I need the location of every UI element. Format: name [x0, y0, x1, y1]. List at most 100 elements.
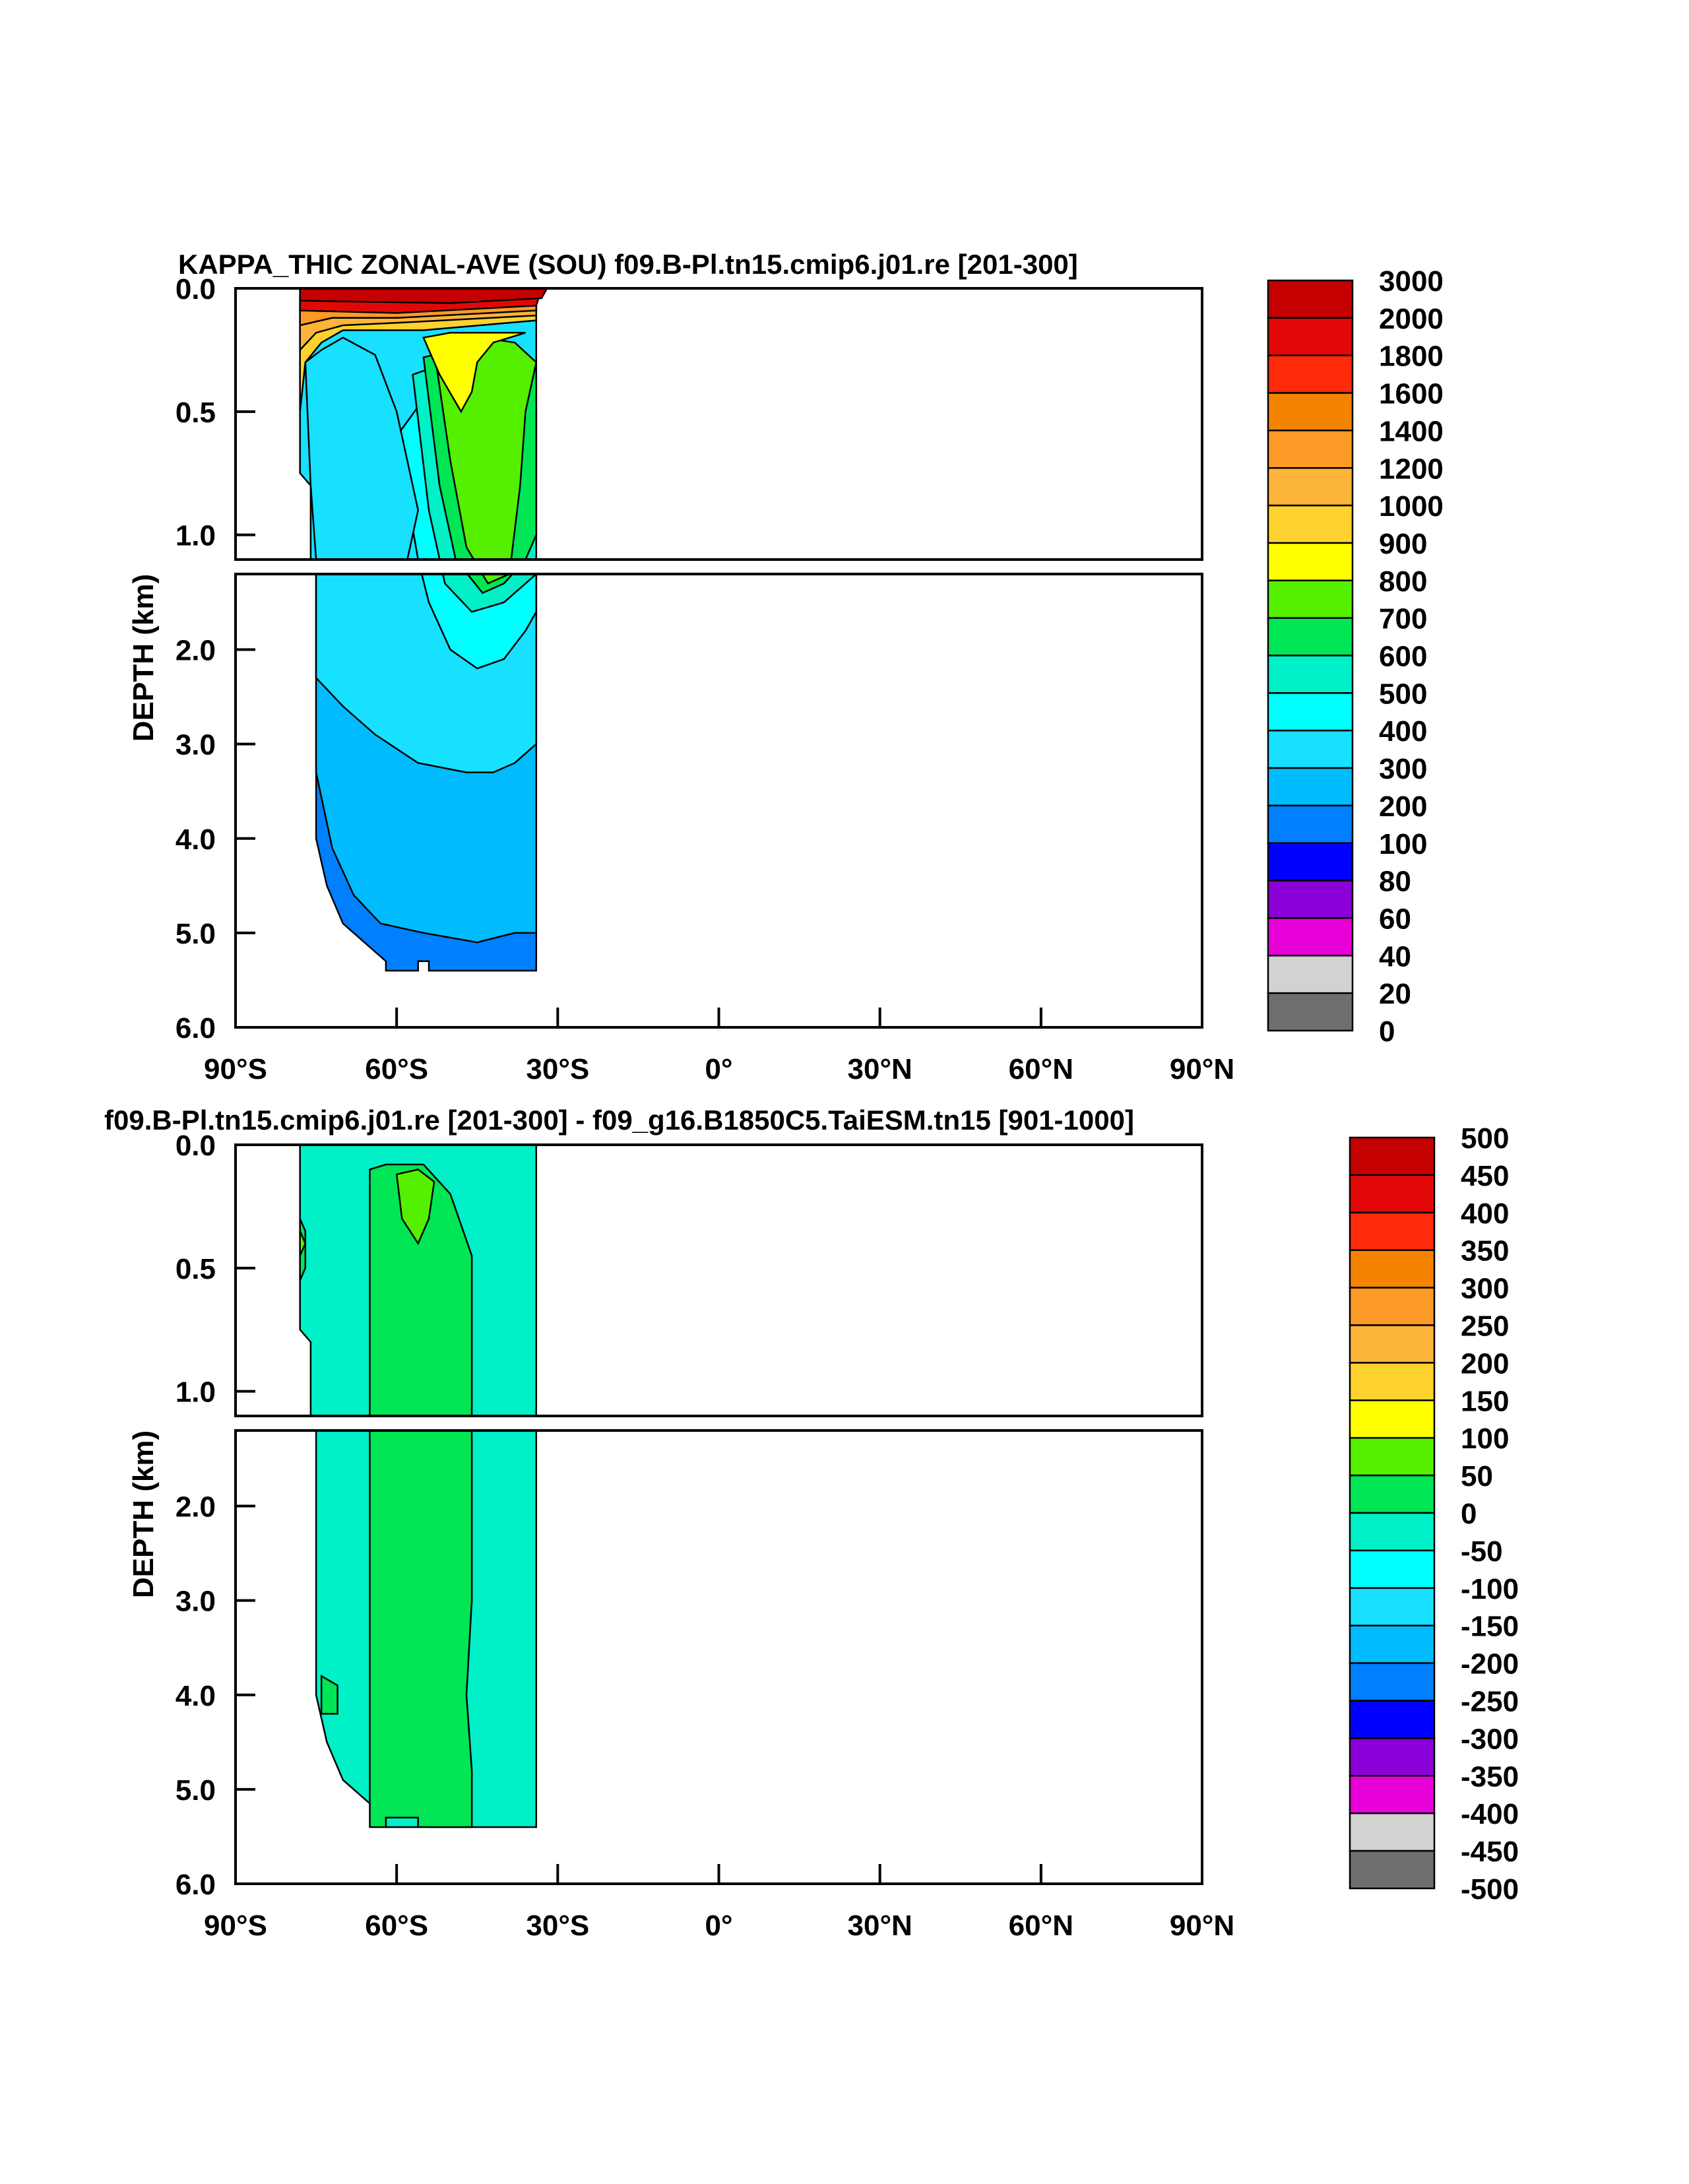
colorbar-label: 200 [1379, 790, 1427, 823]
colorbar-label: -250 [1461, 1686, 1519, 1718]
y-tick-label: 2.0 [175, 1491, 216, 1524]
colorbar-label: 350 [1461, 1235, 1509, 1268]
colorbar-swatch [1267, 917, 1354, 957]
x-tick-label: 30°N [848, 1053, 912, 1085]
colorbar-label: 100 [1461, 1423, 1509, 1455]
axes-upper [234, 287, 1203, 561]
y-tick-label: 4.0 [175, 823, 216, 856]
colorbar-label: 500 [1379, 678, 1427, 710]
region-positive-left [299, 1231, 307, 1256]
colorbar-swatch [1349, 1549, 1436, 1590]
chart-title: f09.B-Pl.tn15.cmip6.j01.re [201-300] - f… [104, 1105, 1134, 1136]
colorbar-label: 250 [1461, 1310, 1509, 1343]
y-tick-label: 6.0 [175, 1012, 216, 1044]
colorbar-label: -400 [1461, 1798, 1519, 1830]
colorbar-swatch [1349, 1136, 1436, 1176]
colorbar-label: -200 [1461, 1648, 1519, 1681]
region-800 [422, 332, 526, 414]
x-tick-label: 90°N [1170, 1910, 1234, 1942]
colorbar-swatch [1349, 1211, 1436, 1251]
y-tick-label: 3.0 [175, 729, 216, 761]
colorbar-label: -150 [1461, 1611, 1519, 1643]
colorbar-label: 900 [1379, 528, 1427, 560]
colorbar-label: 1600 [1379, 378, 1444, 410]
colorbar-swatch [1349, 1399, 1436, 1439]
colorbar-swatch [1349, 1812, 1436, 1852]
colorbar-label: -300 [1461, 1723, 1519, 1755]
x-tick-label: 30°S [526, 1910, 589, 1942]
y-tick-label: 2.0 [175, 635, 216, 667]
colorbar-swatch [1267, 729, 1354, 769]
x-tick-label: 60°S [365, 1910, 428, 1942]
colorbar-swatch [1349, 1474, 1436, 1514]
y-tick-label: 0.0 [175, 1130, 216, 1162]
x-tick-label: 90°S [204, 1053, 267, 1085]
x-tick-label: 30°S [526, 1053, 589, 1085]
colorbar-swatch [1267, 392, 1354, 432]
colorbar-label: 600 [1379, 641, 1427, 673]
axes-upper [234, 1143, 1203, 1417]
colorbar-swatch [1349, 1362, 1436, 1401]
x-tick-label: 0° [705, 1053, 732, 1085]
region-deep-left-pocket [320, 1674, 338, 1715]
colorbar-label: 0 [1461, 1498, 1477, 1530]
colorbar-label: 2000 [1379, 303, 1444, 335]
contour-fills [299, 1145, 538, 1828]
colorbar-label: 60 [1379, 903, 1411, 935]
region-upper-core [304, 337, 419, 561]
colorbar-label: -500 [1461, 1873, 1519, 1906]
colorbar-swatch [1267, 955, 1354, 994]
colorbar-swatch [1267, 354, 1354, 394]
y-tick-label: 3.0 [175, 1586, 216, 1618]
y-tick-label: 1.0 [175, 520, 216, 552]
colorbar-label: 450 [1461, 1160, 1509, 1192]
x-tick-label: 60°S [365, 1053, 428, 1085]
colorbar-label: 80 [1379, 866, 1411, 898]
y-tick-label: 6.0 [175, 1869, 216, 1901]
region-surface-max [299, 288, 549, 304]
colorbar-label: 500 [1461, 1122, 1509, 1155]
colorbar-swatch [1267, 504, 1354, 544]
y-tick-label: 0.5 [175, 1253, 216, 1285]
colorbar-label: 300 [1461, 1273, 1509, 1305]
colorbar-label: 800 [1379, 565, 1427, 598]
contour-fills [299, 288, 549, 972]
colorbar-swatch [1349, 1512, 1436, 1552]
colorbar-label: 50 [1461, 1460, 1493, 1493]
x-tick-label: 60°N [1009, 1053, 1073, 1085]
colorbar-label: 150 [1461, 1385, 1509, 1417]
colorbar-label: 200 [1461, 1347, 1509, 1380]
y-tick-label: 1.0 [175, 1376, 216, 1409]
colorbar-label: 40 [1379, 940, 1411, 973]
y-tick-label: 0.0 [175, 273, 216, 305]
colorbar-swatch [1267, 317, 1354, 356]
colorbar-label: -50 [1461, 1535, 1503, 1568]
colorbar-label: 300 [1379, 753, 1427, 785]
colorbar-swatch [1267, 804, 1354, 845]
colorbar-swatch [1267, 767, 1354, 807]
colorbar-swatch [1349, 1624, 1436, 1664]
colorbar-swatch [1349, 1287, 1436, 1326]
x-tick-label: 90°S [204, 1910, 267, 1942]
colorbar-swatch [1267, 655, 1354, 694]
colorbar-swatch [1349, 1324, 1436, 1364]
colorbar-label: 100 [1379, 828, 1427, 860]
y-tick-label: 0.5 [175, 397, 216, 429]
colorbar-label: 0 [1379, 1015, 1395, 1048]
colorbar-label: 1000 [1379, 490, 1444, 523]
colorbar-label: 1200 [1379, 453, 1444, 485]
panel-difference: f09.B-Pl.tn15.cmip6.j01.re [201-300] - f… [104, 1105, 1519, 1942]
colorbar-swatch [1349, 1700, 1436, 1739]
colorbar-swatch [1267, 842, 1354, 882]
colorbar-label: -450 [1461, 1836, 1519, 1868]
colorbar-label: -350 [1461, 1760, 1519, 1793]
colorbar-label: 1400 [1379, 415, 1444, 447]
colorbar-swatch [1267, 880, 1354, 919]
colorbar-label: 400 [1379, 715, 1427, 748]
colorbar-swatch [1267, 579, 1354, 619]
colorbar-swatch [1349, 1174, 1436, 1214]
colorbar-swatch [1267, 542, 1354, 582]
colorbar-swatch [1267, 430, 1354, 469]
chart-title: KAPPA_THIC ZONAL-AVE (SOU) f09.B-Pl.tn15… [178, 249, 1078, 280]
